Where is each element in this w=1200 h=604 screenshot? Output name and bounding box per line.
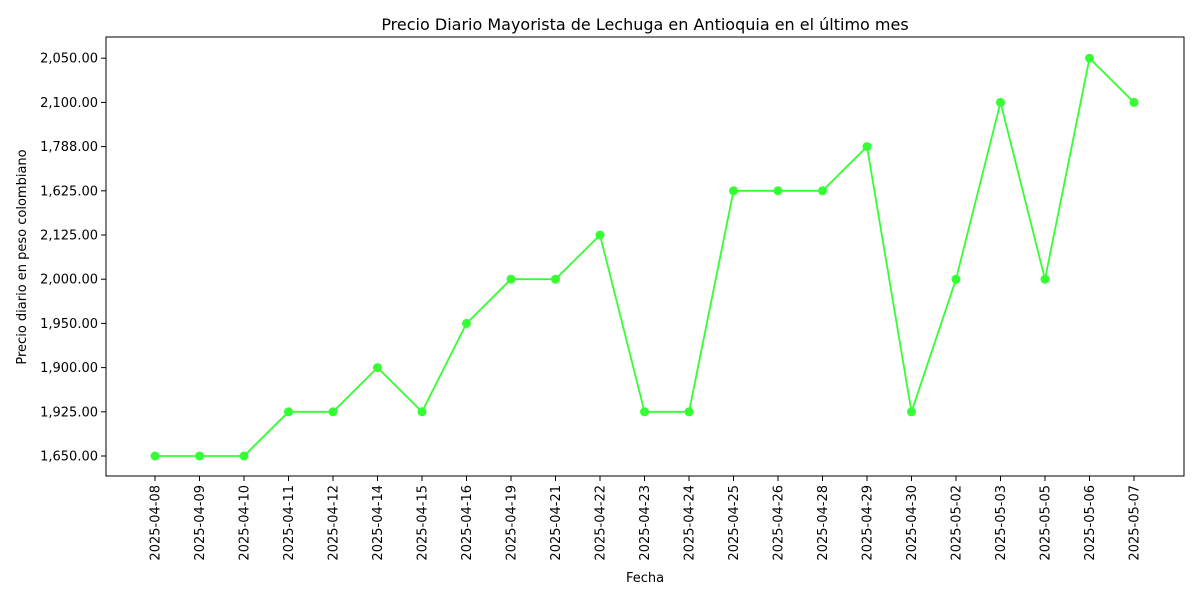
y-tick-label: 2,000.00: [40, 273, 98, 288]
x-tick-label: 2025-05-05: [1039, 485, 1054, 561]
x-axis: 2025-04-08 2025-04-09 2025-04-10 2025-04-11…: [149, 476, 1143, 561]
x-tick-label: 2025-04-12: [327, 485, 342, 561]
data-point: [462, 319, 471, 328]
data-point: [1130, 98, 1139, 107]
x-tick-label: 2025-04-14: [371, 485, 386, 561]
data-point: [685, 407, 694, 416]
y-tick-label: 1,925.00: [40, 405, 98, 420]
data-point: [1085, 54, 1094, 63]
data-point: [907, 407, 916, 416]
data-point: [507, 275, 516, 284]
data-point: [863, 142, 872, 151]
y-tick-label: 2,100.00: [40, 96, 98, 111]
x-tick-label: 2025-04-19: [505, 485, 520, 561]
x-tick-label: 2025-05-06: [1083, 485, 1098, 561]
x-tick-label: 2025-04-08: [149, 485, 164, 561]
series-line: [155, 58, 1134, 456]
series-layer: [151, 54, 1139, 461]
x-tick-label: 2025-04-23: [638, 485, 653, 561]
y-tick-label: 1,788.00: [40, 140, 98, 155]
x-tick-label: 2025-04-25: [727, 485, 742, 561]
data-point: [329, 407, 338, 416]
y-tick-label: 1,900.00: [40, 361, 98, 376]
x-tick-label: 2025-04-22: [594, 485, 609, 561]
x-tick-label: 2025-05-03: [994, 485, 1009, 561]
y-tick-label: 2,050.00: [40, 52, 98, 67]
x-tick-label: 2025-04-30: [905, 485, 920, 561]
y-axis: 1,650.00 1,925.00 1,900.00 1,950.00 2,000.00…: [40, 52, 106, 465]
data-point: [952, 275, 961, 284]
y-tick-label: 1,650.00: [40, 450, 98, 465]
x-tick-label: 2025-04-09: [193, 485, 208, 561]
data-point: [195, 452, 204, 461]
y-tick-label: 1,950.00: [40, 317, 98, 332]
x-tick-label: 2025-04-24: [683, 485, 698, 561]
data-point: [551, 275, 560, 284]
y-axis-title: Precio diario en peso colombiano: [15, 149, 30, 364]
data-point: [774, 186, 783, 195]
data-point: [640, 407, 649, 416]
data-point: [729, 186, 738, 195]
data-point: [151, 452, 160, 461]
x-tick-label: 2025-04-10: [238, 485, 253, 561]
x-tick-label: 2025-05-02: [950, 485, 965, 561]
x-tick-label: 2025-04-11: [282, 485, 297, 561]
data-point: [240, 452, 249, 461]
data-point: [996, 98, 1005, 107]
chart-title: Precio Diario Mayorista de Lechuga en An…: [381, 15, 908, 34]
x-tick-label: 2025-04-15: [416, 485, 431, 561]
data-point: [596, 231, 605, 240]
x-tick-label: 2025-04-26: [772, 485, 787, 561]
x-tick-label: 2025-04-21: [549, 485, 564, 561]
y-tick-label: 2,125.00: [40, 229, 98, 244]
data-point: [1041, 275, 1050, 284]
x-axis-title: Fecha: [626, 571, 664, 586]
x-tick-label: 2025-04-28: [816, 485, 831, 561]
x-tick-label: 2025-04-16: [460, 485, 475, 561]
data-point: [284, 407, 293, 416]
data-point: [818, 186, 827, 195]
data-point: [418, 407, 427, 416]
x-tick-label: 2025-05-07: [1128, 485, 1143, 561]
data-point: [373, 363, 382, 372]
x-tick-label: 2025-04-29: [861, 485, 876, 561]
y-tick-label: 1,625.00: [40, 184, 98, 199]
